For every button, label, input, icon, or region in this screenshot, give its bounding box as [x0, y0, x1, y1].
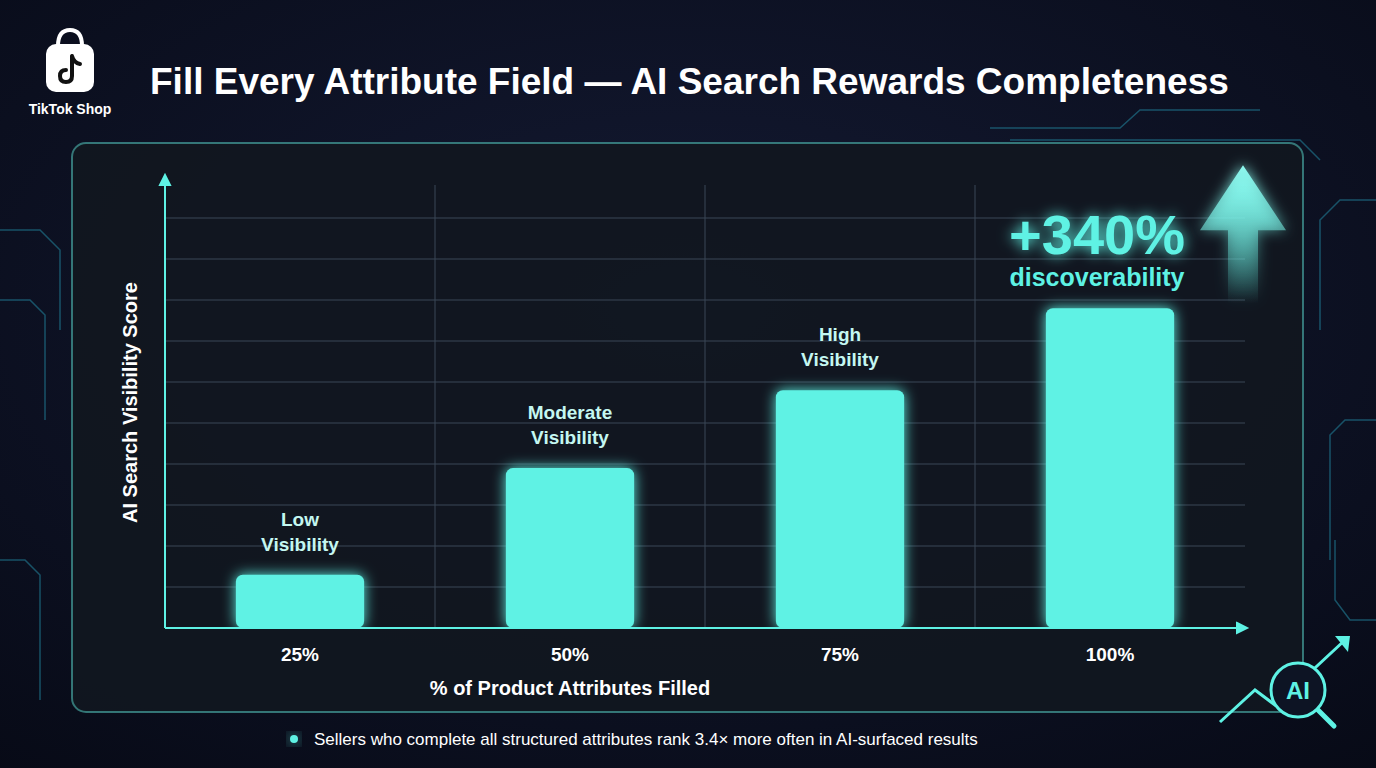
x-axis-title: % of Product Attributes Filled	[430, 677, 710, 699]
plot-panel	[72, 143, 1303, 712]
bar-annotation: Moderate Visibility	[528, 402, 612, 448]
grid-line-x	[975, 185, 976, 628]
y-axis-title: AI Search Visibility Score	[119, 282, 141, 523]
circuit-line	[1320, 200, 1376, 330]
annotation-line: Visibility	[531, 427, 609, 448]
circuit-line	[0, 560, 40, 700]
logo-bag	[46, 44, 94, 92]
circuit-line	[1335, 540, 1376, 620]
callout-text: discoverability	[1009, 263, 1184, 291]
bar	[1046, 308, 1174, 628]
bar-annotation: High Visibility	[801, 324, 879, 370]
y-axis-line	[164, 177, 166, 628]
badge-handle	[1318, 710, 1334, 726]
x-tick-label: 100%	[1086, 644, 1135, 665]
annotation-line: Visibility	[801, 349, 879, 370]
circuit-line	[0, 230, 60, 330]
circuit-line	[1330, 420, 1376, 560]
brand-logo	[46, 30, 94, 92]
logo-handle	[58, 30, 82, 46]
grid-line-y	[165, 628, 1245, 629]
bar-annotation: Low Visibility	[261, 509, 339, 555]
axes	[160, 175, 1247, 633]
badge-trend	[1220, 640, 1345, 722]
x-axis-arrow	[1237, 623, 1247, 633]
brand-name: TikTok Shop	[29, 101, 112, 117]
annotation-line: Low	[281, 509, 319, 530]
footnote-dot	[290, 735, 298, 743]
annotation-line: Moderate	[528, 402, 612, 423]
x-axis-line	[165, 627, 1245, 629]
chart-canvas: TikTok Shop Fill Every Attribute Field — …	[0, 0, 1376, 768]
logo-note	[60, 56, 80, 82]
annotation-line: Visibility	[261, 534, 339, 555]
chart-title: Fill Every Attribute Field — AI Search R…	[150, 61, 1229, 102]
ai-badge: AI	[1220, 636, 1350, 726]
x-tick-label: 50%	[551, 644, 589, 665]
callout-arrow	[1200, 165, 1286, 303]
x-tick-label: 25%	[281, 644, 319, 665]
circuit-line	[990, 110, 1260, 128]
footnote: Sellers who complete all structured attr…	[314, 730, 978, 749]
background	[0, 0, 1376, 768]
y-axis-arrow	[160, 175, 170, 185]
grid-line-x	[705, 185, 706, 628]
badge-text: AI	[1286, 677, 1310, 704]
x-tick-label: 75%	[821, 644, 859, 665]
bar	[236, 575, 364, 628]
annotation-line: High	[819, 324, 861, 345]
grid-line-x	[435, 185, 436, 628]
circuit-line	[0, 300, 45, 420]
callout-headline: +340%	[1009, 203, 1185, 266]
bar	[506, 468, 634, 628]
bar	[776, 390, 904, 628]
badge-arrowhead	[1335, 636, 1350, 652]
grid	[165, 185, 1245, 628]
bars	[236, 308, 1174, 628]
